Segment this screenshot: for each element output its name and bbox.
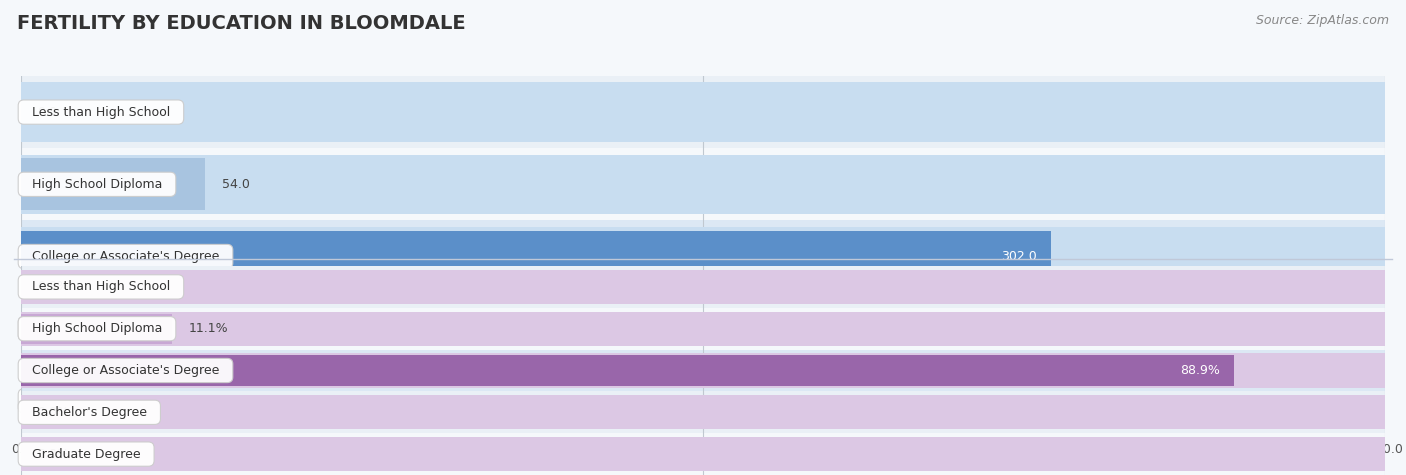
Bar xyxy=(21,293,1385,365)
Bar xyxy=(21,314,173,344)
Bar xyxy=(21,299,1385,358)
Text: Source: ZipAtlas.com: Source: ZipAtlas.com xyxy=(1256,14,1389,27)
Bar xyxy=(21,148,1385,220)
Text: 0.0: 0.0 xyxy=(38,322,58,335)
Text: Graduate Degree: Graduate Degree xyxy=(24,394,149,408)
Text: 0.0%: 0.0% xyxy=(38,280,69,294)
Text: High School Diploma: High School Diploma xyxy=(24,178,170,191)
Bar xyxy=(21,353,1385,388)
Bar xyxy=(21,220,1385,293)
Bar xyxy=(21,391,1385,433)
Bar xyxy=(21,158,205,210)
Bar xyxy=(21,270,1385,304)
Text: Less than High School: Less than High School xyxy=(24,105,179,119)
Text: 11.1%: 11.1% xyxy=(188,322,228,335)
Text: 302.0: 302.0 xyxy=(1001,250,1038,263)
Bar xyxy=(21,227,1385,286)
Bar xyxy=(21,371,1385,430)
Bar xyxy=(21,395,1385,429)
Text: 0.0%: 0.0% xyxy=(38,406,69,419)
Bar xyxy=(21,230,1050,283)
Text: 88.9%: 88.9% xyxy=(1180,364,1220,377)
Text: 0.0: 0.0 xyxy=(38,105,58,119)
Bar xyxy=(21,83,1385,142)
Text: Graduate Degree: Graduate Degree xyxy=(24,447,149,461)
Bar xyxy=(21,437,1385,471)
Text: High School Diploma: High School Diploma xyxy=(24,322,170,335)
Bar xyxy=(21,76,1385,148)
Bar xyxy=(21,308,1385,350)
Bar xyxy=(21,266,1385,308)
Bar xyxy=(21,312,1385,346)
Text: Less than High School: Less than High School xyxy=(24,280,179,294)
Bar xyxy=(21,350,1385,391)
Bar xyxy=(21,355,1233,386)
Text: College or Associate's Degree: College or Associate's Degree xyxy=(24,250,228,263)
Text: Bachelor's Degree: Bachelor's Degree xyxy=(24,406,155,419)
Text: College or Associate's Degree: College or Associate's Degree xyxy=(24,364,228,377)
Text: 0.0%: 0.0% xyxy=(38,447,69,461)
Text: 54.0: 54.0 xyxy=(222,178,249,191)
Bar xyxy=(21,365,1385,437)
Text: Bachelor's Degree: Bachelor's Degree xyxy=(24,322,155,335)
Text: 0.0: 0.0 xyxy=(38,394,58,408)
Bar xyxy=(21,155,1385,214)
Bar xyxy=(21,433,1385,475)
Text: FERTILITY BY EDUCATION IN BLOOMDALE: FERTILITY BY EDUCATION IN BLOOMDALE xyxy=(17,14,465,33)
